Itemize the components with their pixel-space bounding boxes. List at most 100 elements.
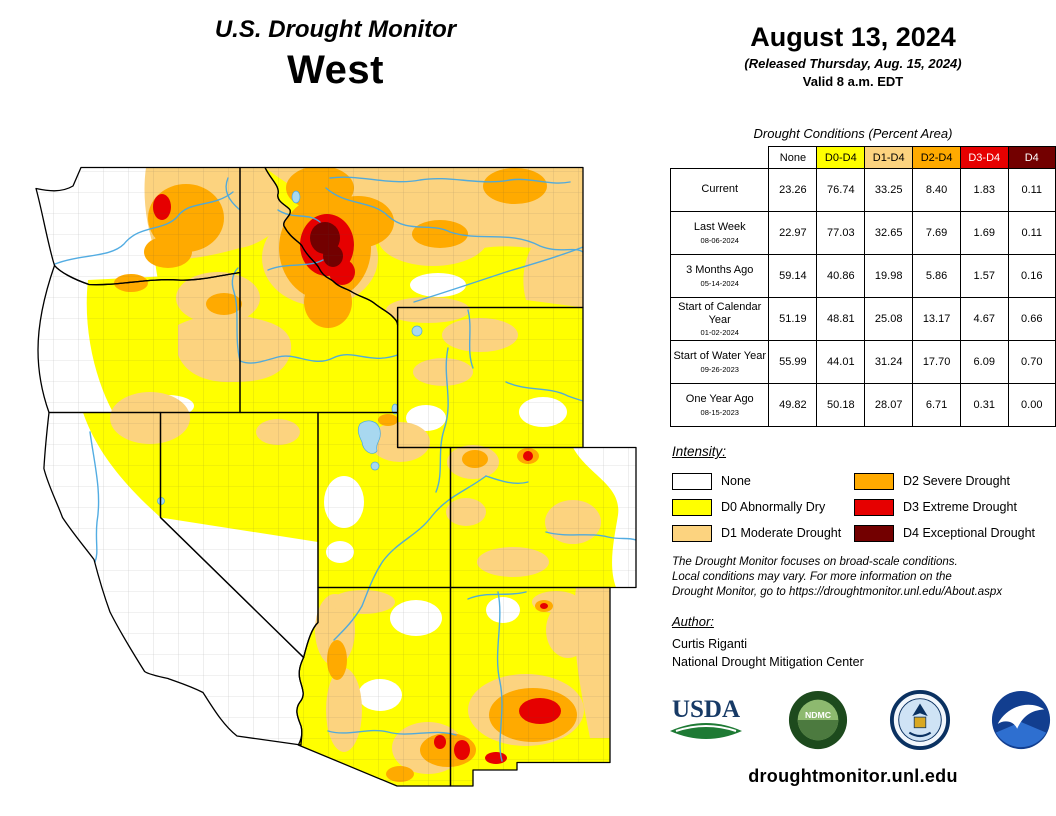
legend-grid: None D0 Abnormally Dry D1 Moderate Droug…: [672, 468, 1052, 546]
table-cell: 28.07: [864, 383, 914, 427]
table-cell: 8.40: [912, 168, 962, 212]
column-header-d1-d4: D1-D4: [864, 146, 914, 169]
legend-item-d2: D2 Severe Drought: [854, 468, 1052, 494]
footer-url[interactable]: droughtmonitor.unl.edu: [748, 766, 958, 786]
table-cell: 1.83: [960, 168, 1009, 212]
intensity-legend: Intensity: None D0 Abnormally Dry D1 Mod…: [672, 444, 1052, 546]
table-cell: 0.16: [1007, 254, 1056, 298]
legend-swatch-none: [672, 472, 712, 490]
great-salt-lake: [357, 420, 381, 454]
legend-swatch-d4: [854, 524, 894, 542]
author-org: National Drought Mitigation Center: [672, 655, 864, 669]
table-cell: 0.31: [960, 383, 1009, 427]
table-cell: 0.70: [1007, 340, 1056, 384]
region-title: West: [287, 48, 384, 92]
author-block: Author: Curtis Riganti National Drought …: [672, 614, 864, 669]
noaa-logo: [991, 690, 1051, 750]
table-row-3-months-ago: 3 Months Ago 05-14-2024 59.14 40.86 19.9…: [669, 254, 1056, 298]
table-cell: 6.71: [912, 383, 962, 427]
table-cell: 48.81: [816, 297, 866, 341]
legend-heading: Intensity:: [672, 444, 727, 459]
column-header-none: None: [768, 146, 818, 169]
legend-swatch-d0: [672, 498, 712, 516]
table-cell: 6.09: [960, 340, 1009, 384]
author-name: Curtis Riganti: [672, 637, 748, 651]
table-cell: 40.86: [816, 254, 866, 298]
legend-item-d3: D3 Extreme Drought: [854, 494, 1052, 520]
table-cell: 13.17: [912, 297, 962, 341]
table-cell: 77.03: [816, 211, 866, 255]
ship-icon: [908, 731, 931, 738]
legend-item-d4: D4 Exceptional Drought: [854, 520, 1052, 546]
valid-time: Valid 8 a.m. EDT: [802, 74, 904, 89]
table-row-start-calendar-year: Start of Calendar Year 01-02-2024 51.19 …: [669, 297, 1056, 341]
table-corner-cell: [670, 146, 769, 169]
row-label: Current: [669, 168, 770, 212]
table-cell: 23.26: [768, 168, 818, 212]
table-cell: 1.57: [960, 254, 1009, 298]
report-date: August 13, 2024: [750, 22, 956, 52]
table-cell: 44.01: [816, 340, 866, 384]
agency-logos: USDA NDMC: [664, 686, 1052, 754]
column-header-d0-d4: D0-D4: [816, 146, 866, 169]
table-cell: 50.18: [816, 383, 866, 427]
table-cell: 0.00: [1007, 383, 1056, 427]
table-cell: 5.86: [912, 254, 962, 298]
table-row-start-water-year: Start of Water Year 09-26-2023 55.99 44.…: [669, 340, 1056, 384]
ndmc-logo: NDMC: [789, 690, 848, 750]
row-label: Last Week 08-06-2024: [669, 211, 770, 255]
legend-swatch-d2: [854, 472, 894, 490]
table-cell: 19.98: [864, 254, 914, 298]
table-cell: 49.82: [768, 383, 818, 427]
svg-text:NDMC: NDMC: [805, 710, 832, 720]
legend-item-none: None: [672, 468, 854, 494]
row-label: 3 Months Ago 05-14-2024: [669, 254, 770, 298]
lakes: [157, 190, 423, 505]
table-cell: 31.24: [864, 340, 914, 384]
author-heading: Author:: [672, 614, 714, 629]
legend-item-d0: D0 Abnormally Dry: [672, 494, 854, 520]
table-cell: 4.67: [960, 297, 1009, 341]
drought-conditions-table: None D0-D4 D1-D4 D2-D4 D3-D4 D4 Current …: [669, 146, 1056, 427]
table-header-row: None D0-D4 D1-D4 D2-D4 D3-D4 D4: [670, 146, 1056, 169]
usda-logo: USDA: [670, 696, 742, 739]
column-header-d2-d4: D2-D4: [912, 146, 962, 169]
eagle-icon: [911, 703, 928, 717]
table-row-current: Current 23.26 76.74 33.25 8.40 1.83 0.11: [669, 168, 1056, 212]
table-cell: 59.14: [768, 254, 818, 298]
table-cell: 7.69: [912, 211, 962, 255]
column-header-d3-d4: D3-D4: [960, 146, 1009, 169]
date-block: August 13, 2024 (Released Thursday, Aug.…: [656, 22, 1050, 89]
table-row-one-year-ago: One Year Ago 08-15-2023 49.82 50.18 28.0…: [669, 383, 1056, 427]
drought-fill-layers: [36, 167, 636, 786]
disclaimer-text: The Drought Monitor focuses on broad-sca…: [672, 556, 1003, 599]
row-label: Start of Water Year 09-26-2023: [669, 340, 770, 384]
seagull-icon: [997, 704, 1045, 729]
table-cell: 55.99: [768, 340, 818, 384]
drought-map-svg: [35, 166, 637, 787]
svg-text:USDA: USDA: [672, 696, 740, 723]
column-header-d4: D4: [1007, 146, 1056, 169]
app-title: U.S. Drought Monitor: [214, 16, 457, 43]
title-block: U.S. Drought Monitor West: [28, 16, 643, 93]
table-cell: 32.65: [864, 211, 914, 255]
table-cell: 0.11: [1007, 211, 1056, 255]
table-caption: Drought Conditions (Percent Area): [753, 126, 953, 141]
table-cell: 0.66: [1007, 297, 1056, 341]
released-date: (Released Thursday, Aug. 15, 2024): [744, 56, 962, 71]
table-row-last-week: Last Week 08-06-2024 22.97 77.03 32.65 7…: [669, 211, 1056, 255]
table-cell: 76.74: [816, 168, 866, 212]
legend-swatch-d1: [672, 524, 712, 542]
about-url[interactable]: https://droughtmonitor.unl.edu/About.asp…: [788, 586, 1003, 599]
west-drought-map: [28, 150, 643, 805]
table-cell: 17.70: [912, 340, 962, 384]
table-cell: 33.25: [864, 168, 914, 212]
table-cell: 51.19: [768, 297, 818, 341]
table-cell: 0.11: [1007, 168, 1056, 212]
row-label: One Year Ago 08-15-2023: [669, 383, 770, 427]
legend-swatch-d3: [854, 498, 894, 516]
table-cell: 22.97: [768, 211, 818, 255]
commerce-seal-logo: [889, 689, 950, 751]
table-cell: 1.69: [960, 211, 1009, 255]
legend-item-d1: D1 Moderate Drought: [672, 520, 854, 546]
